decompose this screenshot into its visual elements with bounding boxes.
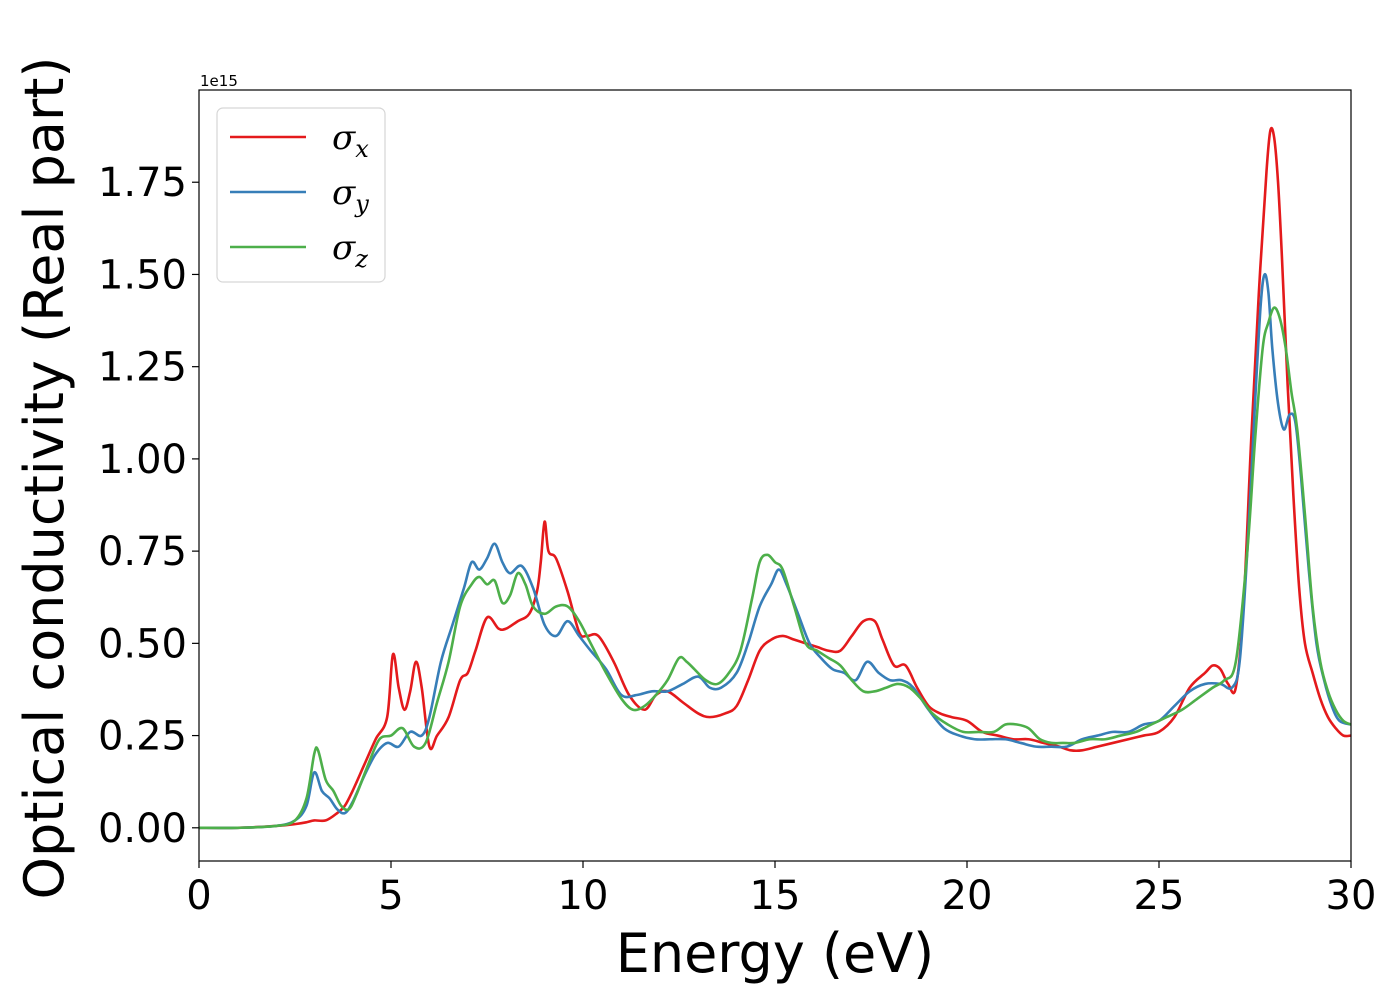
x-tick-label: 15 <box>750 873 801 919</box>
x-tick-label: 10 <box>558 873 609 919</box>
series-line-z <box>199 306 1351 830</box>
x-tick-label: 30 <box>1326 873 1377 919</box>
x-axis-label: Energy (eV) <box>616 922 935 985</box>
y-offset-label: 1e15 <box>200 72 238 90</box>
y-tick-label: 1.25 <box>98 345 187 391</box>
y-axis-label: Optical conductivity (Real part) <box>13 57 76 900</box>
y-tick-label: 0.00 <box>98 806 187 852</box>
x-tick-label: 5 <box>378 873 403 919</box>
y-tick-label: 0.25 <box>98 714 187 760</box>
y-axis: 0.00 0.25 0.50 0.75 1.00 1.25 1.50 1.75 <box>98 160 199 852</box>
y-tick-label: 1.50 <box>98 252 187 298</box>
x-tick-label: 25 <box>1134 873 1185 919</box>
y-tick-label: 1.00 <box>98 437 187 483</box>
x-axis: 0 5 10 15 20 25 30 <box>186 861 1376 919</box>
y-tick-label: 0.50 <box>98 621 187 667</box>
x-tick-label: 20 <box>942 873 993 919</box>
legend-frame <box>216 107 386 283</box>
x-tick-label: 0 <box>186 873 211 919</box>
y-tick-label: 0.75 <box>98 529 187 575</box>
series-layer <box>199 126 1351 830</box>
y-tick-label: 1.75 <box>98 160 187 206</box>
